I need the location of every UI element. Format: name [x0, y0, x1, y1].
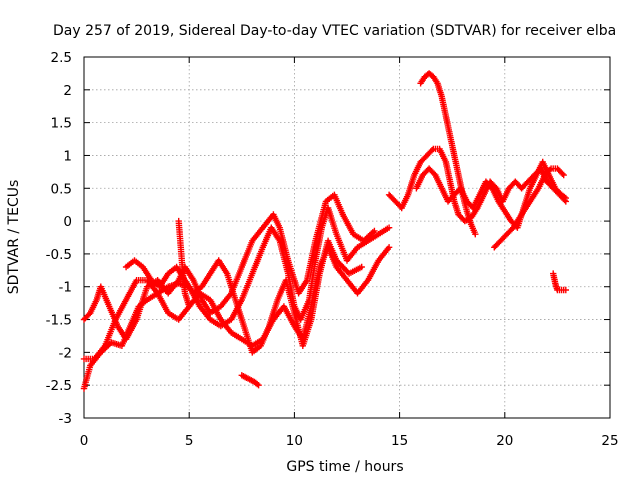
grid-lines	[84, 57, 610, 418]
series-track-k	[550, 270, 569, 294]
y-tick-label: 2.5	[51, 50, 72, 66]
y-tick-label: -1	[59, 280, 72, 296]
series-markers	[175, 217, 193, 310]
y-tick-label: 1.5	[51, 116, 72, 132]
series-track-a	[80, 204, 393, 392]
y-tick-label: 1	[63, 148, 72, 164]
y-tick-label: 2	[63, 83, 72, 99]
series-markers	[491, 165, 567, 251]
series-track-j	[491, 165, 567, 251]
y-tick-label: -0.5	[46, 247, 72, 263]
y-tick-label: 0	[63, 214, 72, 230]
y-tick-label: -2	[59, 345, 72, 361]
x-tick-label: 10	[286, 433, 303, 449]
axis-ticks: -3 -2.5 -2 -1.5 -1 -0.5 0 0.5 1 1.5 2 2.5 0 5 10 15 20 25	[46, 50, 619, 449]
series-markers	[417, 70, 479, 238]
series-markers	[238, 372, 262, 389]
chart-title: Day 257 of 2019, Sidereal Day-to-day VTE…	[53, 23, 616, 39]
series-markers	[80, 204, 393, 392]
y-tick-label: -3	[59, 411, 72, 427]
x-tick-label: 0	[80, 433, 89, 449]
x-axis-label: GPS time / hours	[286, 459, 403, 475]
y-tick-label: 0.5	[51, 181, 72, 197]
y-tick-label: -1.5	[46, 313, 72, 329]
x-tick-label: 25	[601, 433, 618, 449]
series-markers	[413, 158, 569, 231]
series-track-f	[238, 372, 262, 389]
series-track-i	[417, 70, 479, 238]
x-tick-label: 5	[185, 433, 194, 449]
y-axis-label: SDTVAR / TECUs	[6, 180, 22, 295]
x-tick-label: 20	[496, 433, 513, 449]
series-markers	[122, 237, 365, 356]
data-markers	[80, 70, 569, 392]
series-track-e	[175, 217, 193, 310]
plot-frame	[83, 56, 611, 419]
series-track-h	[413, 158, 569, 231]
series-markers	[550, 270, 569, 294]
y-tick-label: -2.5	[46, 378, 72, 394]
x-tick-label: 15	[391, 433, 408, 449]
series-track-d	[122, 237, 365, 356]
